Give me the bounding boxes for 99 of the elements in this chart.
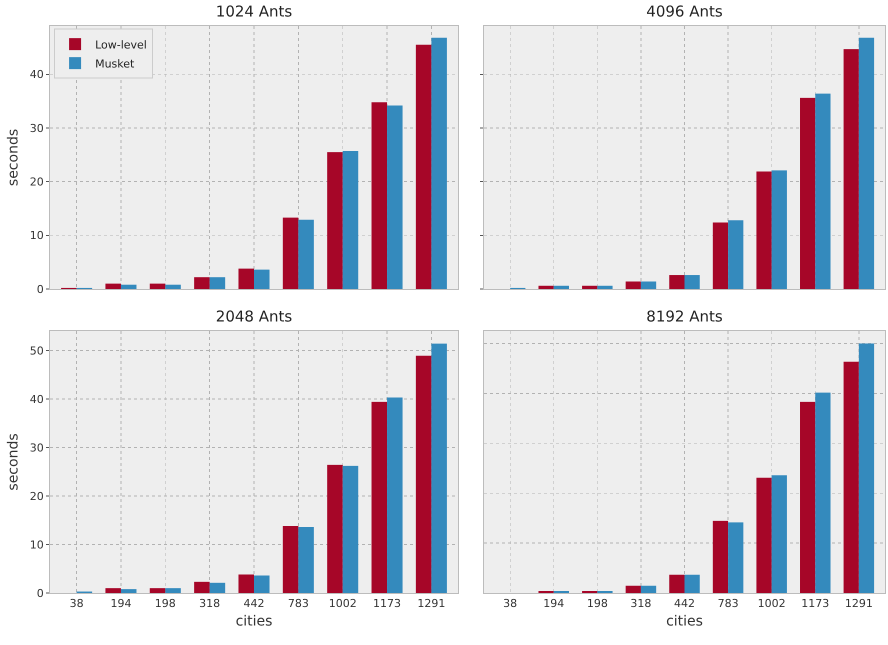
bar: [756, 171, 772, 289]
x-tick-label: 318: [630, 597, 652, 610]
bar: [728, 220, 744, 289]
bar: [105, 284, 121, 289]
bar: [372, 102, 388, 289]
bar: [756, 478, 772, 593]
y-tick-label: 30: [30, 122, 44, 135]
bar: [582, 286, 598, 289]
bar: [238, 574, 254, 593]
x-tick-label: 318: [199, 597, 220, 610]
x-tick-label: 1002: [758, 597, 786, 610]
bar: [669, 275, 684, 289]
bar: [298, 527, 314, 593]
x-tick-label: 442: [674, 597, 695, 610]
bar: [165, 284, 181, 289]
bar: [772, 475, 787, 593]
bar: [150, 284, 166, 289]
x-tick-label: 198: [586, 597, 608, 610]
bar: [387, 397, 403, 593]
x-tick-label: 1002: [328, 597, 357, 610]
bar: [298, 220, 314, 289]
bar: [254, 576, 270, 593]
bar: [800, 402, 816, 593]
chart-title: 8192 Ants: [646, 308, 723, 326]
x-tick-label: 1173: [373, 597, 402, 610]
x-tick-label: 198: [154, 597, 176, 610]
y-tick-label: 0: [36, 586, 44, 600]
bar: [858, 38, 874, 289]
bar: [416, 356, 432, 593]
y-tick-label: 50: [30, 344, 44, 358]
bar: [387, 105, 403, 289]
bar: [554, 286, 569, 289]
bar: [327, 464, 343, 593]
x-tick-label: 38: [70, 597, 84, 610]
bar: [342, 151, 358, 289]
x-tick-label: 38: [503, 597, 518, 610]
x-axis-title: cities: [666, 614, 703, 630]
x-tick-label: 1291: [417, 597, 446, 610]
chart-title: 2048 Ants: [216, 308, 292, 326]
y-tick-label: 10: [30, 229, 44, 242]
bar: [772, 170, 787, 289]
bar: [728, 522, 744, 593]
x-tick-label: 442: [244, 597, 264, 610]
y-tick-label: 10: [30, 538, 44, 552]
x-tick-label: 783: [288, 597, 309, 610]
bar: [431, 344, 447, 593]
bar: [712, 520, 728, 593]
bar: [238, 268, 254, 289]
legend-label: Musket: [95, 57, 136, 70]
y-tick-label: 20: [30, 490, 44, 503]
y-tick-label: 20: [30, 176, 44, 188]
x-axis-title: cities: [236, 614, 272, 630]
bar: [640, 586, 656, 593]
bar: [597, 286, 613, 289]
y-tick-label: 30: [30, 441, 44, 454]
bar: [372, 402, 388, 593]
bar: [815, 392, 831, 593]
bar: [844, 362, 859, 593]
bar: [626, 586, 641, 593]
bar: [815, 94, 831, 289]
bar: [282, 218, 298, 289]
x-tick-label: 1291: [844, 597, 873, 610]
bar: [640, 281, 656, 289]
y-tick-label: 40: [30, 392, 44, 406]
bar: [712, 222, 728, 289]
bar: [120, 284, 136, 289]
bar: [800, 98, 816, 289]
bar: [342, 466, 358, 593]
bar: [327, 152, 343, 289]
x-tick-label: 194: [110, 597, 132, 610]
bar: [538, 286, 554, 289]
bar: [669, 574, 684, 593]
bar: [684, 574, 700, 593]
bar: [858, 343, 874, 593]
y-tick-label: 0: [36, 282, 44, 296]
bar: [626, 281, 641, 289]
bar: [120, 589, 136, 593]
y-tick-label: 40: [30, 68, 44, 82]
bar: [210, 582, 226, 593]
bar: [210, 277, 226, 289]
x-tick-label: 194: [543, 597, 564, 610]
bar: [165, 588, 181, 593]
bar: [105, 588, 121, 593]
x-tick-label: 783: [718, 597, 739, 610]
chart-title: 1024 Ants: [216, 2, 292, 20]
bar: [282, 526, 298, 593]
bar: [194, 277, 210, 289]
chart-title: 4096 Ants: [646, 2, 723, 20]
bar: [416, 44, 432, 289]
bar: [431, 38, 447, 289]
bar: [150, 588, 166, 593]
bar: [254, 270, 270, 289]
bar: [194, 582, 210, 593]
bar: [684, 275, 700, 289]
x-tick-label: 1173: [801, 597, 830, 610]
y-axis-title: seconds: [5, 128, 22, 186]
y-axis-title: seconds: [5, 433, 22, 491]
legend-label: Low-level: [95, 38, 147, 52]
bar: [844, 49, 859, 289]
